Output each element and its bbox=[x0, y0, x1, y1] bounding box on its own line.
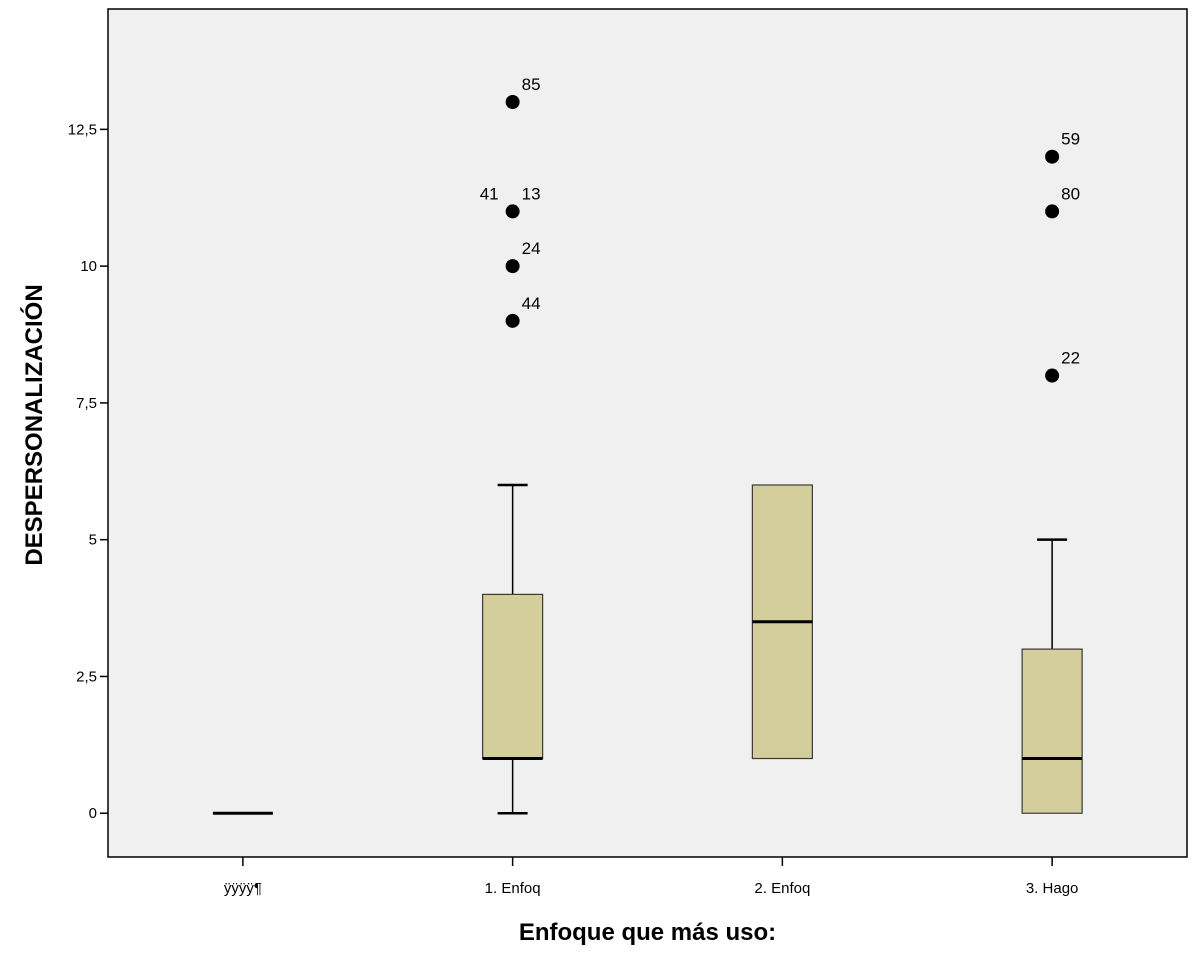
y-tick-label: 2,5 bbox=[76, 668, 97, 685]
x-axis: ÿÿÿÿ¶ 1. Enfoq 2. Enfoq 3. Hago bbox=[224, 857, 1079, 897]
x-tick-label: ÿÿÿÿ¶ bbox=[224, 880, 262, 897]
outlier-point bbox=[1045, 368, 1060, 383]
outlier-point bbox=[505, 313, 520, 328]
y-tick-label: 5 bbox=[89, 532, 97, 549]
outlier-point bbox=[1045, 149, 1060, 164]
x-axis-title: Enfoque que más uso: bbox=[519, 919, 776, 946]
plot-area bbox=[107, 8, 1188, 858]
x-tick-label: 2. Enfoq bbox=[754, 880, 810, 897]
y-tick-label: 7,5 bbox=[76, 395, 97, 412]
boxes bbox=[212, 483, 1083, 815]
y-axis: 0 2,5 5 7,5 10 12,5 bbox=[68, 121, 108, 822]
outlier-label: 13 bbox=[522, 184, 541, 203]
outlier-point bbox=[505, 204, 520, 219]
box-group bbox=[482, 483, 544, 815]
outlier-label: 59 bbox=[1061, 130, 1080, 149]
outliers: 85 41 13 24 44 59 80 22 bbox=[480, 75, 1080, 383]
outlier-point bbox=[505, 259, 520, 274]
x-tick-label: 1. Enfoq bbox=[485, 880, 541, 897]
y-axis-title: DESPERSONALIZACIÓN bbox=[20, 284, 48, 565]
box bbox=[482, 593, 544, 760]
outlier-label: 80 bbox=[1061, 184, 1080, 203]
outlier-point bbox=[1045, 204, 1060, 219]
outlier-point bbox=[505, 95, 520, 110]
outlier-label: 24 bbox=[522, 239, 541, 258]
outlier-label: 85 bbox=[522, 75, 541, 94]
outlier-label: 44 bbox=[522, 294, 541, 313]
box-group bbox=[751, 484, 813, 760]
y-tick-label: 12,5 bbox=[68, 121, 97, 138]
box-group bbox=[1021, 538, 1083, 814]
y-tick-label: 10 bbox=[80, 258, 97, 275]
outlier-label: 22 bbox=[1061, 349, 1080, 368]
outlier-label: 41 bbox=[480, 184, 499, 203]
box bbox=[1021, 648, 1083, 814]
y-tick-label: 0 bbox=[89, 805, 97, 822]
x-tick-label: 3. Hago bbox=[1026, 880, 1079, 897]
